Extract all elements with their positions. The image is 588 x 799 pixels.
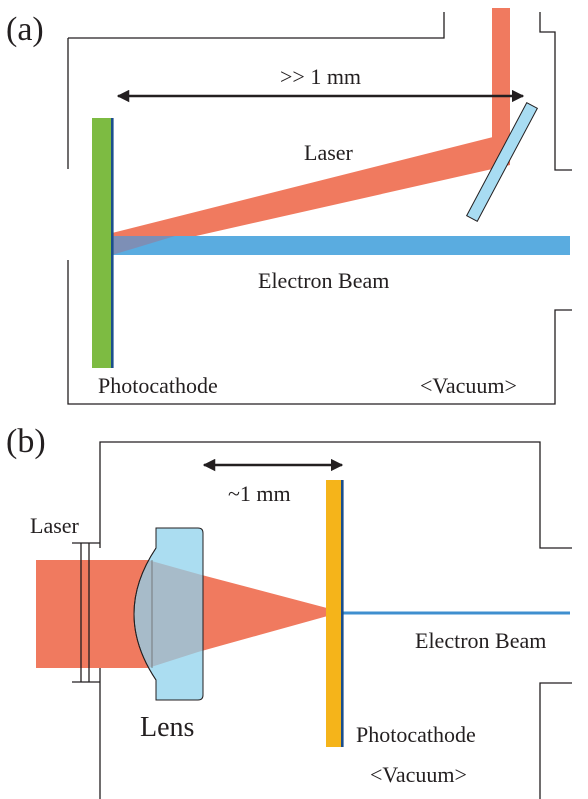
laser-label-b: Laser xyxy=(30,513,80,538)
photocathode-label-b: Photocathode xyxy=(356,722,476,747)
lens-b xyxy=(133,527,204,701)
electron-beam-a xyxy=(112,236,570,255)
distance-label-b: ~1 mm xyxy=(228,481,291,506)
vacuum-label-b: <Vacuum> xyxy=(370,762,467,787)
mirror-a xyxy=(465,101,539,223)
laser-label-a: Laser xyxy=(304,140,354,165)
vacuum-chamber-a xyxy=(67,12,572,405)
vacuum-label-a: <Vacuum> xyxy=(420,373,517,398)
panel-a-tag: (a) xyxy=(6,11,44,48)
laser-beam-diagonal-a xyxy=(112,137,510,255)
laser-beam-vertical-a xyxy=(492,8,510,160)
panel-b-tag: (b) xyxy=(6,423,46,460)
beam-overlap-a xyxy=(112,236,175,255)
photocathode-backing-a xyxy=(111,118,114,368)
distance-label-a: >> 1 mm xyxy=(280,64,361,89)
electron-beam-label-b: Electron Beam xyxy=(415,628,546,653)
photocathode-a xyxy=(92,118,111,368)
vacuum-chamber-b xyxy=(99,441,572,799)
window-b xyxy=(72,542,100,683)
photocathode-b xyxy=(326,480,341,747)
laser-beam-b xyxy=(36,560,148,668)
lens-label-b: Lens xyxy=(140,712,194,743)
photocathode-label-a: Photocathode xyxy=(98,373,218,398)
electron-beam-label-a: Electron Beam xyxy=(258,268,389,293)
panel-b: (b) ~1 mm Laser xyxy=(6,423,572,799)
photocathode-backing-b xyxy=(341,480,344,747)
panel-a: (a) >> 1 mm Laser Electron Beam Photocat… xyxy=(6,8,572,405)
